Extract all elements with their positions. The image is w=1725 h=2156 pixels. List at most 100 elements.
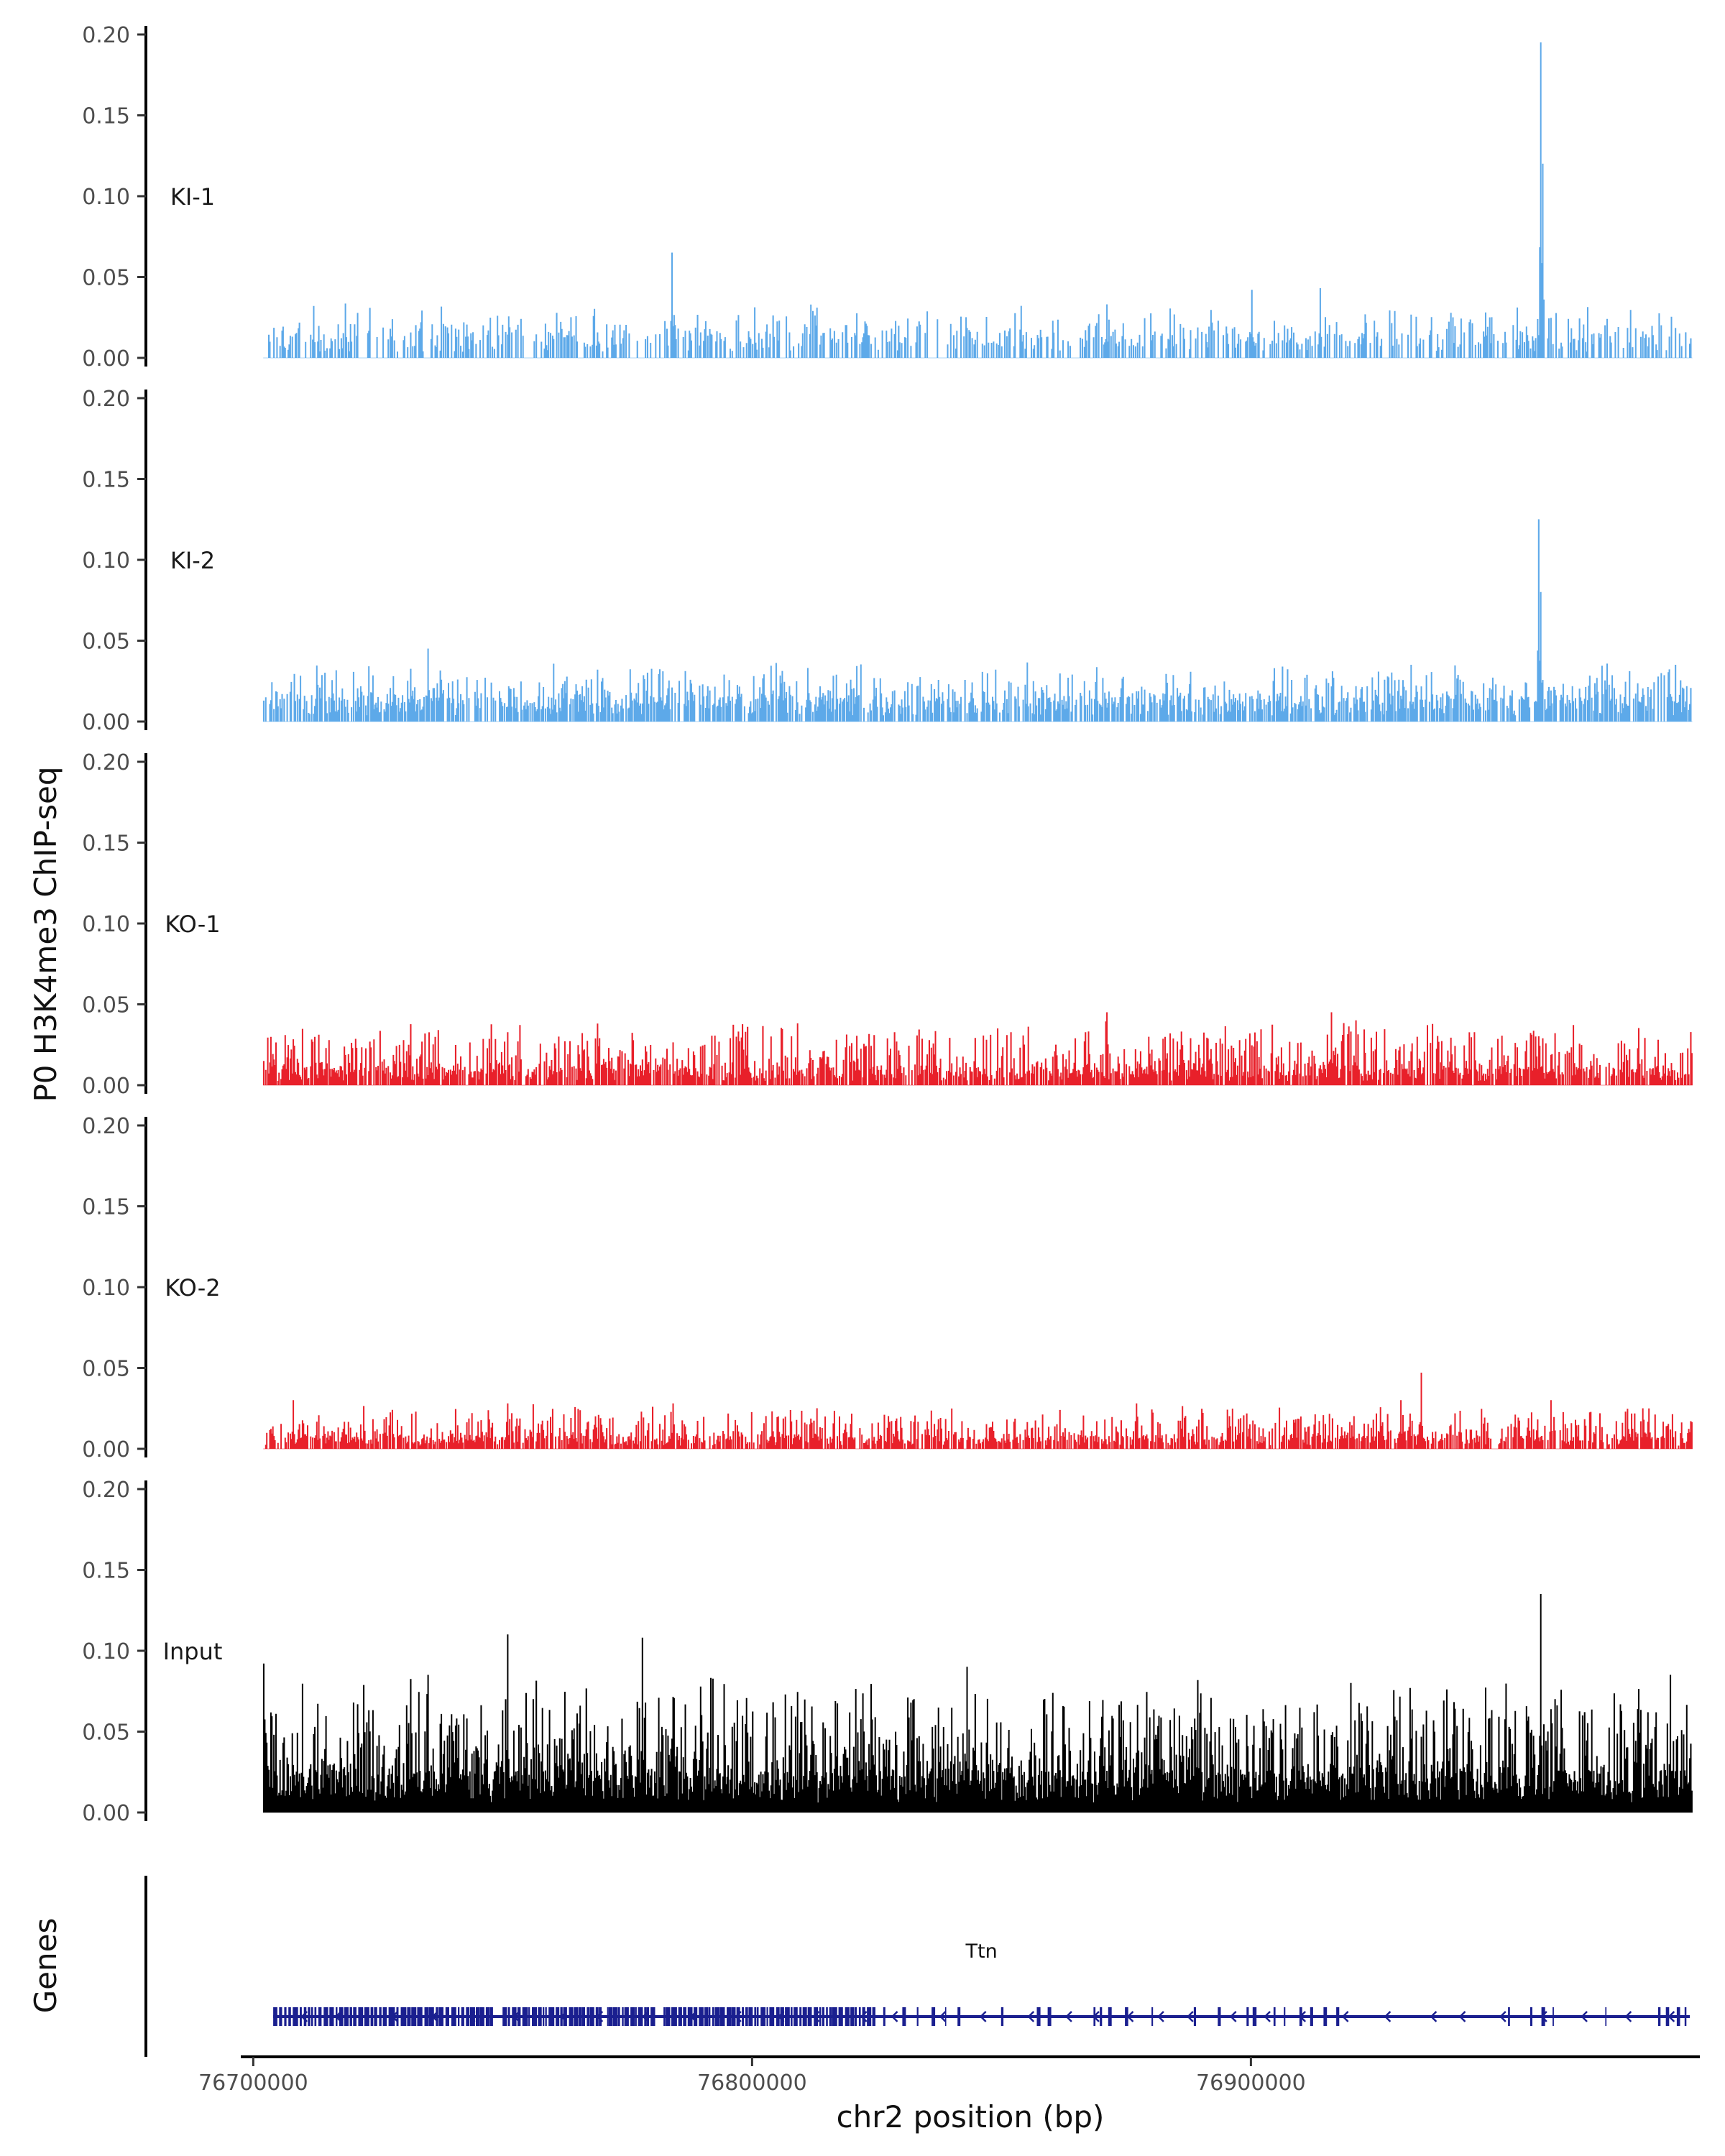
gene-exon [699,2007,704,2026]
y-tick-label: 0.15 [82,831,130,857]
gene-strand-arrow [300,2011,308,2022]
y-tick-label: 0.00 [82,1074,130,1099]
gene-exon [273,2007,277,2026]
gene-exon [1108,2007,1112,2026]
signal-area-ki-2 [262,519,1693,722]
gene-exon [650,2007,656,2026]
gene-exon [599,2007,602,2026]
gene-exon [902,2007,906,2026]
gene-exon [323,2007,328,2026]
gene-exon [388,2007,393,2026]
gene-exon [538,2007,542,2026]
gene-exon [400,2007,407,2026]
gene-strand-arrow [1092,2011,1100,2022]
gene-exon [451,2007,456,2026]
gene-exon [666,2007,671,2026]
gene-exon [396,2007,399,2026]
gene-exon [635,2007,637,2026]
gene-strand-arrow [642,2011,649,2022]
y-tick-label: 0.05 [82,1357,130,1382]
gene-exon [742,2007,744,2026]
gene-exon [379,2007,382,2026]
gene-strand-arrow [1384,2011,1392,2022]
gene-strand-arrow [1229,2011,1237,2022]
gene-strand-arrow [334,2011,342,2022]
track-label: KI-2 [170,547,215,574]
gene-exon [867,2007,872,2026]
gene-exon [945,2007,947,2026]
signal-area-ki-1 [263,42,1693,359]
gene-exon [314,2007,317,2026]
y-tick-label: 0.10 [82,548,130,573]
gene-strand-arrow [1581,2011,1588,2022]
gene-exon [727,2007,731,2026]
gene-exon [1310,2007,1313,2026]
track-label: KO-1 [165,911,220,938]
gene-exon [358,2007,364,2026]
gene-model-ttn [273,2007,1690,2026]
gene-exon [581,2007,585,2026]
y-tick-label: 0.05 [82,1720,130,1746]
gene-exon [1552,2007,1554,2026]
gene-exon [339,2007,344,2026]
x-tick-label: 76700000 [198,2070,308,2096]
y-tick-label: 0.00 [82,710,130,735]
gene-exon [794,2007,798,2026]
gene-strand-arrow [1341,2011,1349,2022]
signal-area-ko-2 [263,1373,1693,1450]
gene-exon [858,2007,861,2026]
gene-exon [1100,2007,1103,2026]
x-tick-label: 76800000 [697,2070,807,2096]
gene-exon [1605,2007,1607,2026]
gene-exon [608,2007,613,2026]
y-tick-label: 0.20 [82,1114,130,1139]
gene-exon [311,2007,313,2026]
gene-exon [370,2007,374,2026]
gene-strand-arrow [1668,2011,1675,2022]
track-ki-2: 0.00 0.05 0.10 0.15 0.20 KI-2 [82,387,1693,735]
gene-strand-arrow [1157,2011,1164,2022]
gene-exon [382,2007,387,2026]
y-tick-label: 0.10 [82,1276,130,1301]
gene-exon [850,2007,855,2026]
gene-strand-arrow [891,2011,898,2022]
gene-exon [466,2007,469,2026]
gene-exon [829,2007,832,2026]
gene-strand-arrow [431,2011,438,2022]
gene-exon [1125,2007,1128,2026]
gene-exon [1284,2007,1286,2026]
gene-exon [318,2007,322,2026]
gene-exon [883,2007,886,2026]
gene-exon [284,2007,287,2026]
gene-exon [349,2007,352,2026]
track-label: KI-1 [170,183,215,211]
track-label: KO-2 [165,1274,220,1302]
gene-exon [1665,2007,1670,2026]
gene-exon [1530,2007,1532,2026]
gene-exon [1246,2007,1249,2026]
gene-exon [543,2007,545,2026]
gene-exon [407,2007,411,2026]
x-axis-title: chr2 position (bp) [837,2099,1105,2134]
gene-strand-arrow [1027,2011,1035,2022]
gene-strand-arrow [689,2011,697,2022]
gene-exon [612,2007,618,2026]
gene-exon [766,2007,768,2026]
gene-exon [957,2007,961,2026]
gene-exon [1658,2007,1661,2026]
gene-exon [569,2007,574,2026]
gene-exon [630,2007,635,2026]
gene-exon [1151,2007,1154,2026]
y-tick-label: 0.00 [82,1801,130,1826]
gene-exon [374,2007,377,2026]
gene-strand-arrow [735,2011,742,2022]
gene-strand-arrow [512,2011,520,2022]
gene-exon [756,2007,759,2026]
gene-exon [479,2007,484,2026]
gene-exon [1273,2007,1276,2026]
gene-exon [329,2007,334,2026]
gene-exon [522,2007,528,2026]
gene-exon [293,2007,298,2026]
gene-exon [532,2007,537,2026]
